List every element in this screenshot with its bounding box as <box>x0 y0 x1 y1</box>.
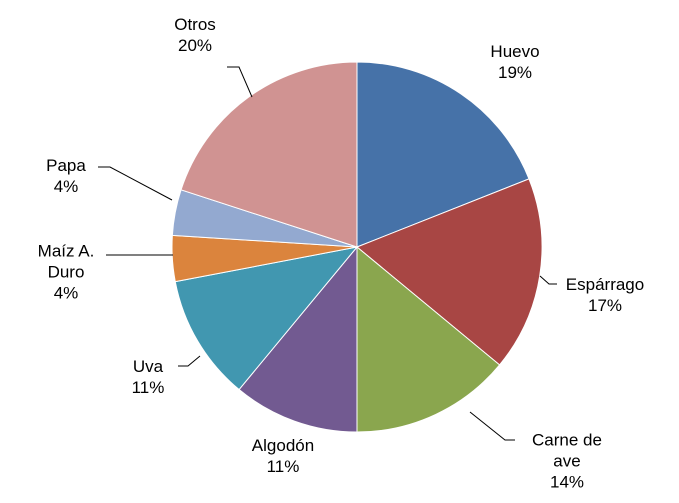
pie-slice <box>174 246 359 391</box>
percent-label: 20% <box>177 36 213 55</box>
category-label: Espárrago <box>565 275 645 294</box>
category-label: Maíz A. Duro <box>37 241 95 282</box>
pie-slice <box>356 61 530 248</box>
pie-slice <box>356 245 501 433</box>
percent-label: 14% <box>549 472 585 492</box>
pie-slice <box>238 245 358 433</box>
category-label: Otros <box>174 15 216 34</box>
category-label: Huevo <box>490 42 540 61</box>
percent-label: 4% <box>53 177 79 196</box>
leader-line <box>227 66 253 98</box>
percent-label: 19% <box>497 63 533 82</box>
category-label: Uva <box>132 357 164 376</box>
leader-line <box>178 355 201 367</box>
slice-label: Otros 20% <box>160 14 230 56</box>
category-label: Papa <box>46 156 86 175</box>
slice-label: Papa 4% <box>26 155 106 197</box>
slice-label: Uva 11% <box>118 356 178 398</box>
slice-label: Carne de ave 14% <box>517 430 617 493</box>
slice-label: Huevo 19% <box>470 41 560 83</box>
category-label: Algodón <box>251 436 315 455</box>
percent-label: 17% <box>587 296 623 315</box>
pie-slice <box>180 61 358 248</box>
percent-label: 11% <box>131 378 165 397</box>
slice-label: Espárrago 17% <box>550 274 660 316</box>
slice-label: Algodón 11% <box>233 435 333 477</box>
slice-label: Maíz A. Duro 4% <box>26 241 106 304</box>
pie-slice <box>356 178 543 366</box>
percent-label: 4% <box>53 283 79 303</box>
leader-line <box>539 275 557 285</box>
percent-label: 11% <box>266 457 300 476</box>
category-label: Carne de ave <box>532 430 602 471</box>
leader-line <box>98 166 173 201</box>
leader-line <box>469 411 515 441</box>
